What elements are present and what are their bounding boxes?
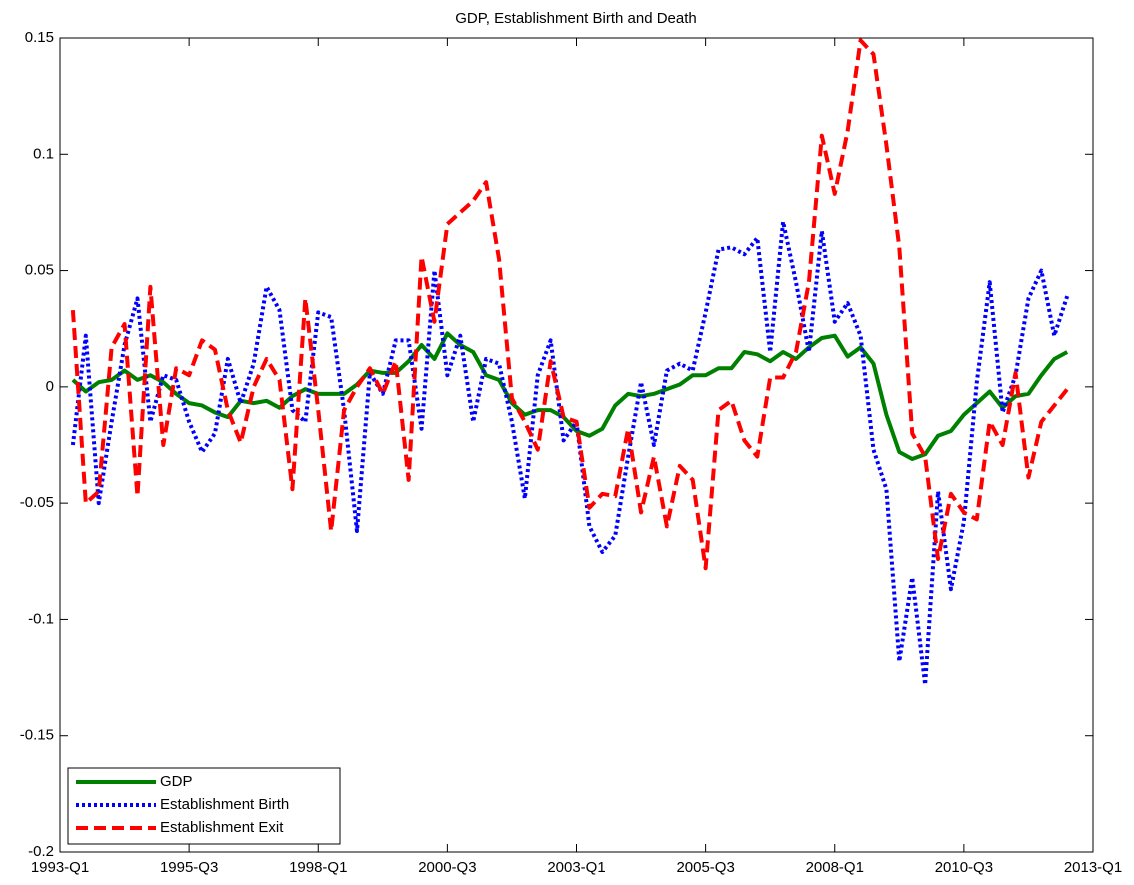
x-tick-label: 1993-Q1 xyxy=(31,859,89,876)
x-tick-label: 2005-Q3 xyxy=(676,859,734,876)
chart-title: GDP, Establishment Birth and Death xyxy=(455,10,697,27)
x-tick-label: 1998-Q1 xyxy=(289,859,347,876)
legend-label: Establishment Birth xyxy=(160,796,289,813)
x-tick-label: 2000-Q3 xyxy=(418,859,476,876)
y-tick-label: -0.05 xyxy=(20,494,54,511)
series-line xyxy=(70,219,1070,687)
x-tick-label: 2013-Q1 xyxy=(1064,859,1122,876)
x-tick-label: 2010-Q3 xyxy=(935,859,993,876)
plot-frame xyxy=(59,37,1094,853)
legend-label: GDP xyxy=(160,773,193,790)
x-tick-label: 2003-Q1 xyxy=(547,859,605,876)
y-tick-label: 0.05 xyxy=(25,262,54,279)
y-tick-label: 0 xyxy=(46,378,54,395)
y-tick-label: 0.1 xyxy=(33,145,54,162)
y-tick-label: -0.15 xyxy=(20,727,54,744)
y-tick-label: -0.1 xyxy=(28,610,54,627)
y-tick-label: 0.15 xyxy=(25,29,54,46)
y-tick-label: -0.2 xyxy=(28,843,54,860)
series-line xyxy=(71,331,1069,461)
series-line xyxy=(70,38,1069,571)
x-tick-label: 1995-Q3 xyxy=(160,859,218,876)
legend-label: Establishment Exit xyxy=(160,819,284,836)
plot-area xyxy=(60,38,1093,852)
x-tick-label: 2008-Q1 xyxy=(806,859,864,876)
